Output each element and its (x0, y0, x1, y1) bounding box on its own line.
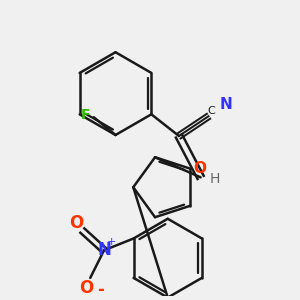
Text: -: - (97, 281, 104, 299)
Text: C: C (208, 106, 215, 116)
Text: +: + (107, 237, 117, 248)
Text: N: N (220, 97, 233, 112)
Text: O: O (69, 214, 84, 232)
Text: O: O (194, 161, 207, 176)
Text: F: F (81, 108, 91, 122)
Text: N: N (97, 241, 111, 259)
Text: O: O (79, 279, 93, 297)
Text: H: H (209, 172, 220, 186)
